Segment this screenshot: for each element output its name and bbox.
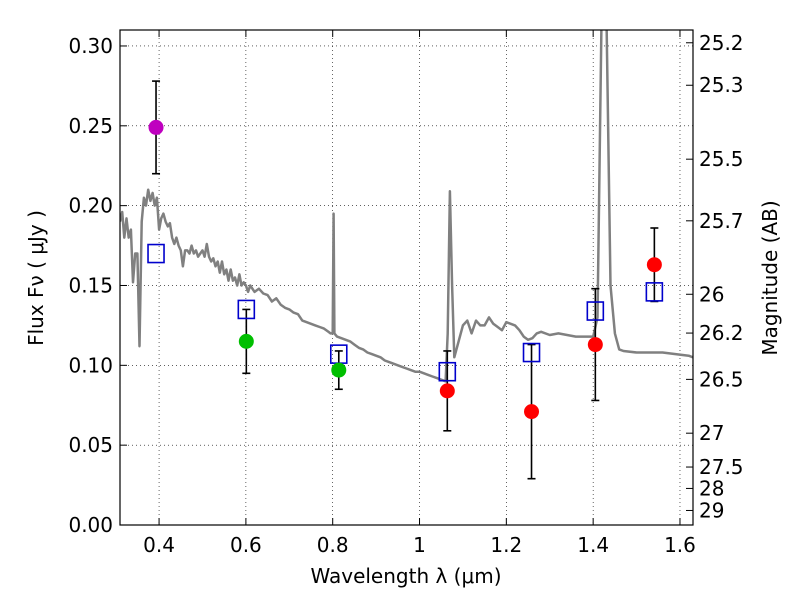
y-tick-label: 0.05 (68, 433, 113, 457)
magnitude-tick-label: 25.3 (699, 73, 744, 97)
plot-frame (119, 29, 694, 526)
magnitude-tick-label: 28 (699, 476, 724, 500)
y-tick-label: 0.15 (68, 273, 113, 297)
observed-point (646, 257, 662, 273)
x-tick-label: 1.6 (664, 533, 696, 557)
x-axis-label: Wavelength λ (μm) (310, 564, 501, 588)
observed-point (148, 119, 164, 135)
model-point (237, 299, 256, 320)
observed-point (439, 383, 455, 399)
model-curve-layer (120, 30, 693, 383)
magnitude-axis-label: Magnitude (AB) (758, 200, 782, 355)
x-tick-label: 0.6 (230, 533, 262, 557)
model-point (522, 342, 541, 363)
x-tick-label: 0.8 (317, 533, 349, 557)
magnitude-tick-label: 27 (699, 421, 724, 445)
y-tick-label: 0.10 (68, 353, 113, 377)
magnitude-tick-label: 26.5 (699, 367, 744, 391)
observed-point (331, 362, 347, 378)
y-tick-label: 0.00 (68, 513, 113, 537)
x-axis-ticks: 0.4 0.6 0.8 1 1.2 1.4 1.6 (143, 30, 696, 557)
model-spectrum-line (120, 30, 693, 383)
grid-lines (120, 30, 693, 526)
y-axis-ticks: 0.00 0.05 0.10 0.15 0.20 0.25 0.30 (68, 34, 127, 537)
y-tick-label: 0.25 (68, 114, 113, 138)
y-axis-label: Flux Fν ( μJy ) (24, 210, 48, 346)
magnitude-tick-label: 26 (699, 282, 724, 306)
model-point (645, 282, 664, 302)
x-tick-label: 1 (413, 533, 426, 557)
observed-point (238, 333, 254, 349)
model-point (147, 243, 165, 264)
model-point (438, 361, 457, 382)
y-tick-label: 0.30 (68, 34, 113, 58)
magnitude-tick-label: 29 (699, 498, 724, 522)
magnitude-tick-label: 25.7 (699, 209, 744, 233)
magnitude-tick-label: 25.5 (699, 147, 744, 171)
magnitude-tick-label: 25.2 (699, 31, 744, 55)
data-points-layer (147, 80, 664, 480)
x-tick-label: 0.4 (143, 533, 175, 557)
observed-point (524, 404, 540, 420)
model-point (586, 301, 605, 321)
magnitude-tick-label: 27.5 (699, 455, 744, 479)
y-tick-label: 0.20 (68, 194, 113, 218)
observed-point (587, 337, 603, 353)
magnitude-tick-label: 26.2 (699, 321, 744, 345)
x-tick-label: 1.2 (490, 533, 522, 557)
x-tick-label: 1.4 (577, 533, 609, 557)
